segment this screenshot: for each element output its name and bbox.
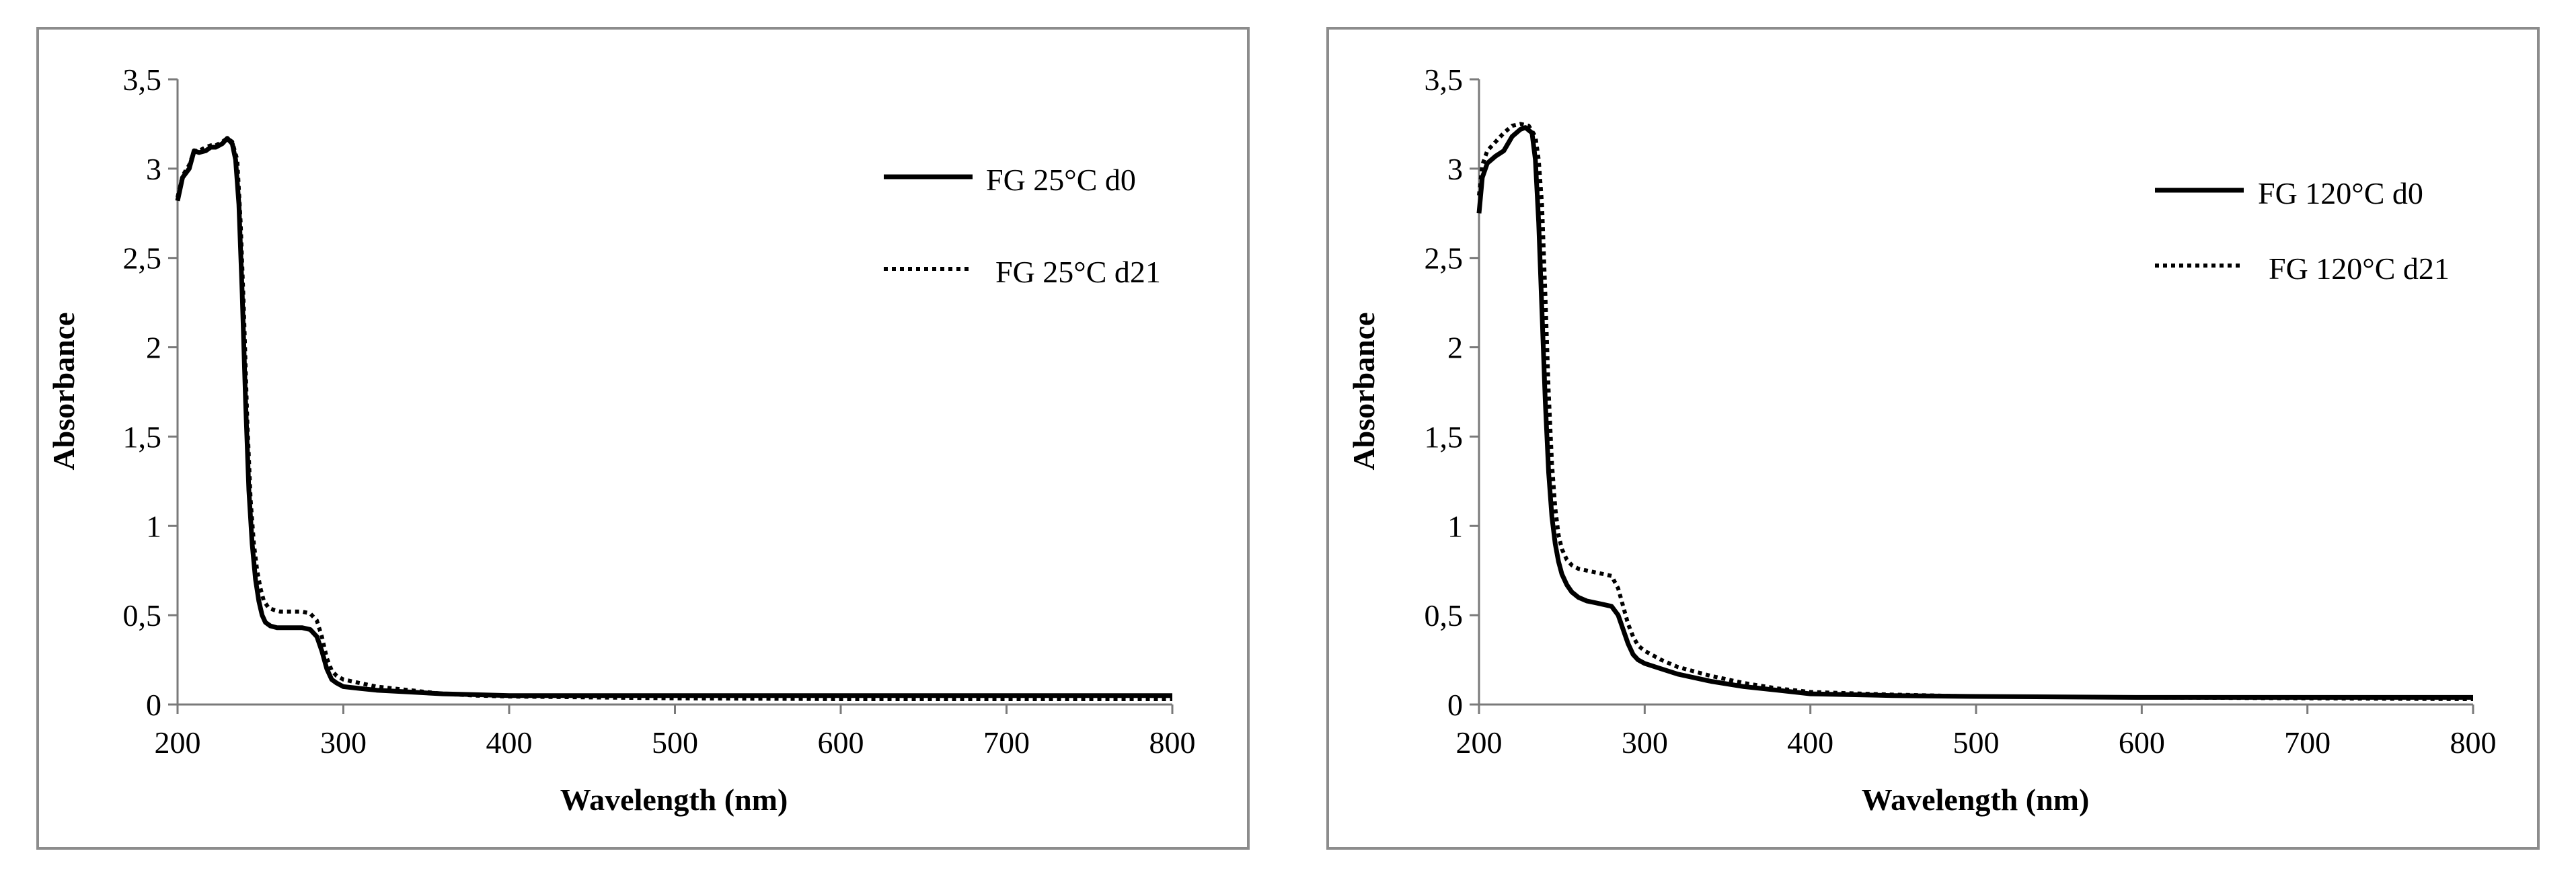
y-tick-label: 0,5 <box>123 598 162 633</box>
y-tick-label: 2 <box>146 331 161 365</box>
y-tick-label: 0 <box>146 688 161 722</box>
y-axis-title: Absorbance <box>46 312 81 470</box>
legend-label-d0: FG 25°C d0 <box>986 163 1136 197</box>
y-tick-label: 3 <box>146 152 161 186</box>
x-tick-label: 500 <box>1953 725 2000 760</box>
x-tick-label: 400 <box>486 725 533 760</box>
x-tick-label: 700 <box>983 725 1030 760</box>
y-axis-title: Absorbance <box>1347 312 1381 470</box>
x-tick-label: 200 <box>155 725 201 760</box>
x-tick-label: 300 <box>1622 725 1668 760</box>
x-tick-label: 700 <box>2284 725 2331 760</box>
legend-label-d0: FG 120°C d0 <box>2258 176 2423 210</box>
y-tick-label: 2 <box>1447 331 1463 365</box>
y-tick-label: 1,5 <box>1425 419 1464 454</box>
y-tick-label: 0,5 <box>1425 598 1464 633</box>
chart-25c: Absorbance Wavelength (nm) FG 25°C d0 FG… <box>36 27 1250 850</box>
x-tick-label: 400 <box>1787 725 1833 760</box>
legend-label-d21: FG 25°C d21 <box>995 255 1161 289</box>
series-line-d21 <box>176 136 1172 701</box>
y-tick-label: 1,5 <box>123 419 162 454</box>
x-tick-label: 800 <box>1149 725 1196 760</box>
y-tick-label: 1 <box>146 509 161 543</box>
x-tick-label: 800 <box>2450 725 2497 760</box>
chart-frame <box>1326 27 2540 850</box>
x-tick-label: 600 <box>818 725 864 760</box>
series-line-d21 <box>1477 122 2474 701</box>
y-tick-label: 0 <box>1447 688 1463 722</box>
y-tick-label: 2,5 <box>123 241 162 276</box>
y-tick-label: 3 <box>1447 152 1463 186</box>
x-axis-title: Wavelength (nm) <box>560 782 788 817</box>
chart-frame <box>36 27 1250 850</box>
x-axis-title: Wavelength (nm) <box>1862 782 2090 817</box>
x-tick-label: 300 <box>320 725 367 760</box>
x-tick-label: 200 <box>1456 725 1503 760</box>
x-tick-label: 600 <box>2119 725 2165 760</box>
y-tick-label: 3,5 <box>123 63 162 97</box>
y-tick-label: 2,5 <box>1425 241 1464 276</box>
x-tick-label: 500 <box>652 725 698 760</box>
series-line-d0 <box>1476 125 2473 700</box>
y-tick-label: 3,5 <box>1425 63 1464 97</box>
y-tick-label: 1 <box>1447 509 1463 543</box>
legend-label-d21: FG 120°C d21 <box>2269 251 2450 286</box>
chart-120c: Absorbance Wavelength (nm) FG 120°C d0 F… <box>1326 27 2540 850</box>
